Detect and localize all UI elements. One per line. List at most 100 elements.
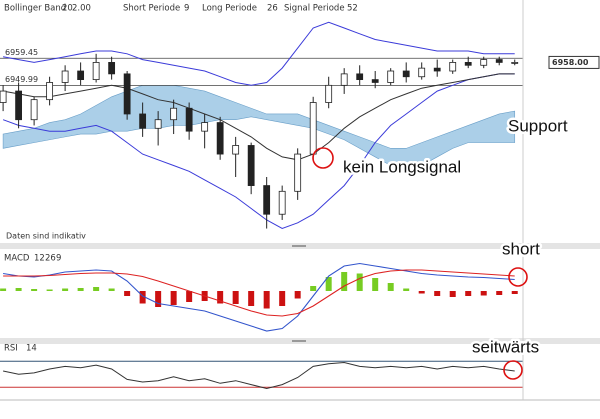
disclaimer: Daten sind indikativ bbox=[6, 232, 86, 241]
histogram-bar bbox=[372, 278, 379, 291]
histogram-bar bbox=[279, 291, 286, 306]
histogram-bar bbox=[15, 288, 22, 291]
histogram-bar bbox=[31, 289, 38, 291]
candle-body bbox=[185, 107, 193, 132]
histogram-bar bbox=[263, 291, 270, 309]
indicator-line bbox=[3, 269, 515, 317]
candle-body bbox=[232, 145, 240, 155]
candle-body bbox=[201, 122, 209, 132]
candle-body bbox=[433, 67, 441, 72]
histogram-bar bbox=[0, 288, 7, 291]
candle-body bbox=[123, 73, 131, 115]
candle-body bbox=[77, 70, 85, 81]
candle-body bbox=[0, 90, 7, 103]
annotation: Support bbox=[508, 116, 568, 135]
histogram-bar bbox=[387, 283, 394, 291]
indicator-param: 2.00 bbox=[72, 4, 91, 14]
panel-param: 14 bbox=[26, 344, 37, 354]
indicator-line bbox=[3, 73, 515, 161]
separator-handle bbox=[292, 245, 306, 247]
histogram-bar bbox=[186, 291, 193, 302]
highlight-circle bbox=[503, 360, 523, 380]
indicator-name: Signal Periode bbox=[284, 4, 345, 14]
candle-body bbox=[154, 119, 162, 129]
candle-body bbox=[108, 62, 116, 75]
candle-body bbox=[139, 113, 147, 129]
candle-body bbox=[30, 99, 38, 121]
histogram-bar bbox=[465, 291, 472, 296]
histogram-bar bbox=[496, 291, 503, 295]
indicator-param: 9 bbox=[184, 4, 189, 14]
histogram-bar bbox=[403, 288, 410, 291]
panel-param: 9 bbox=[56, 254, 61, 264]
indicator-param: 26 bbox=[267, 4, 278, 14]
candle-body bbox=[278, 190, 286, 215]
histogram-bar bbox=[248, 291, 255, 306]
histogram-bar bbox=[232, 291, 239, 304]
candle-body bbox=[325, 84, 333, 103]
annotation: kein Longsignal bbox=[343, 157, 461, 176]
cloud bbox=[2, 85, 516, 172]
histogram-bar bbox=[170, 291, 177, 305]
candle-body bbox=[247, 145, 255, 186]
histogram-bar bbox=[341, 272, 348, 291]
candle-body bbox=[371, 79, 379, 83]
histogram-bar bbox=[46, 289, 53, 291]
last-price-label: 6958.00 bbox=[552, 58, 589, 67]
histogram-bar bbox=[155, 291, 162, 307]
panel-title: RSI bbox=[4, 344, 18, 354]
last-price-box bbox=[548, 55, 600, 69]
histogram-bar bbox=[480, 291, 487, 296]
candle-body bbox=[340, 73, 348, 86]
panel-param: 12 bbox=[34, 254, 45, 264]
indicator-param: 52 bbox=[347, 4, 358, 14]
indicator-name: Bollinger Band bbox=[4, 4, 66, 14]
indicator-name: Long Periode bbox=[202, 4, 257, 14]
candle-body bbox=[511, 62, 519, 64]
candle-body bbox=[387, 70, 395, 83]
indicator-line bbox=[3, 21, 515, 86]
highlight-circle bbox=[508, 267, 528, 287]
price-line-label: 6949.99 bbox=[5, 75, 38, 84]
candle-body bbox=[263, 185, 271, 215]
candle-body bbox=[216, 122, 224, 155]
candle-body bbox=[92, 62, 100, 81]
histogram-bar bbox=[294, 291, 301, 299]
histogram-bar bbox=[124, 291, 131, 296]
histogram-bar bbox=[325, 277, 332, 291]
candle-body bbox=[495, 59, 503, 63]
histogram-bar bbox=[449, 291, 456, 297]
highlight-circle bbox=[312, 147, 334, 169]
histogram-bar bbox=[62, 288, 69, 291]
histogram-bar bbox=[77, 288, 84, 291]
candle-body bbox=[170, 107, 178, 121]
candle-body bbox=[46, 82, 54, 101]
separator-handle bbox=[292, 340, 306, 342]
candle-body bbox=[309, 102, 317, 155]
histogram-bar bbox=[434, 291, 441, 296]
candle-body bbox=[15, 90, 23, 121]
indicator-name: Short Periode bbox=[123, 4, 180, 14]
histogram-bar bbox=[108, 288, 115, 291]
candle-body bbox=[402, 70, 410, 78]
candle-body bbox=[464, 62, 472, 66]
candle-body bbox=[356, 73, 364, 81]
panel-param: 26 bbox=[45, 254, 56, 264]
indicator-line bbox=[2, 73, 515, 230]
candle-body bbox=[449, 62, 457, 72]
histogram-bar bbox=[217, 291, 224, 304]
histogram-bar bbox=[310, 286, 317, 291]
histogram-bar bbox=[139, 291, 146, 304]
indicator-param: 20 bbox=[62, 4, 73, 14]
candle-body bbox=[294, 153, 302, 192]
plot-layer bbox=[0, 21, 523, 390]
candle-body bbox=[61, 70, 69, 83]
indicator-line bbox=[3, 262, 515, 332]
histogram-bar bbox=[511, 291, 518, 294]
candle-body bbox=[480, 59, 488, 66]
panel-title: MACD bbox=[4, 254, 30, 264]
histogram-bar bbox=[356, 273, 363, 291]
